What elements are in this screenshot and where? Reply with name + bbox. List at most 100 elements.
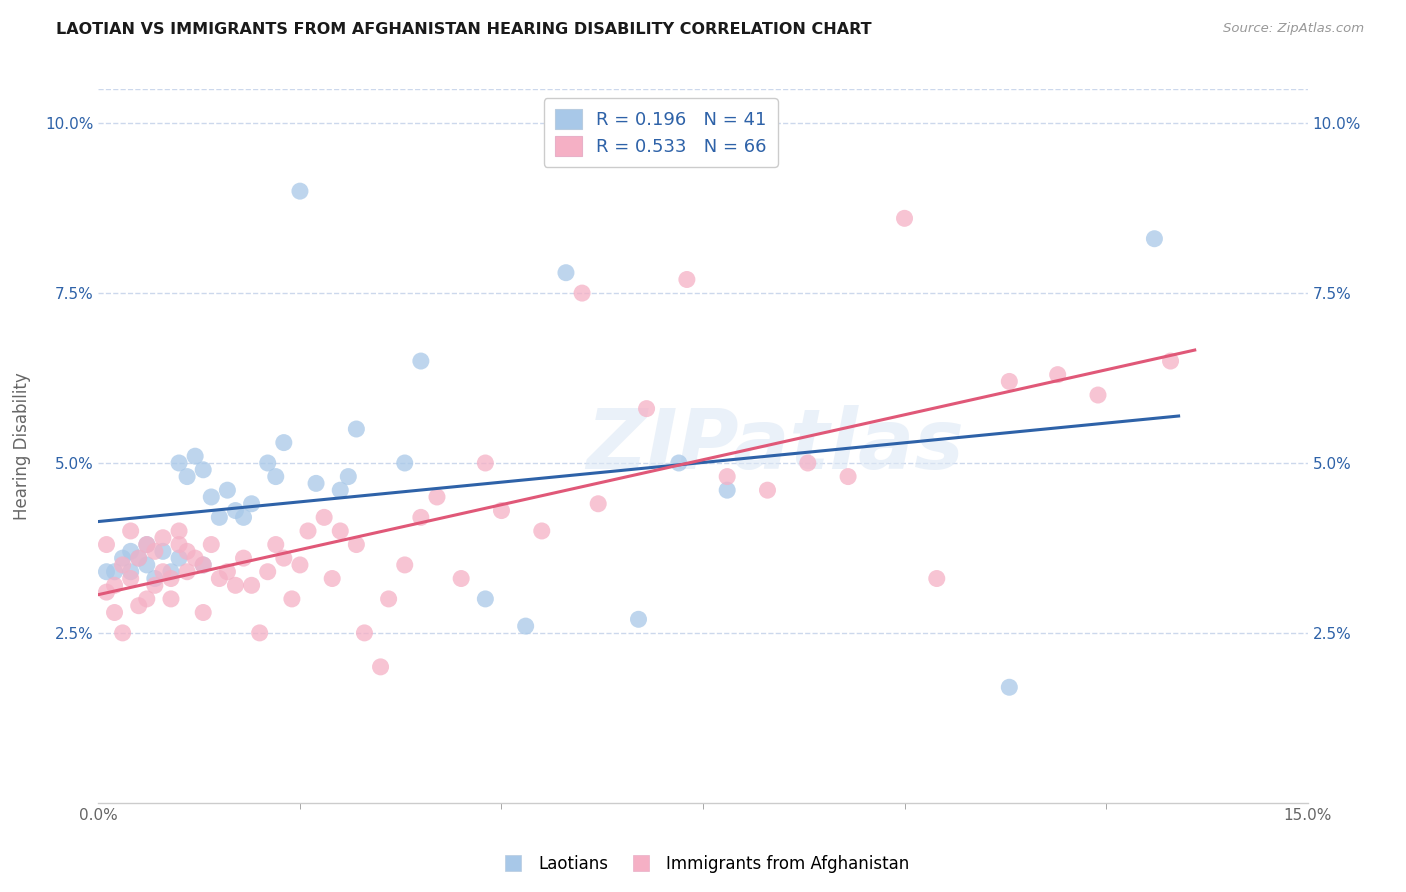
Point <box>273 551 295 566</box>
Point <box>111 626 134 640</box>
Point <box>232 510 254 524</box>
Point <box>135 591 157 606</box>
Point <box>184 551 207 566</box>
Point <box>176 469 198 483</box>
Point <box>337 469 360 483</box>
Point <box>756 483 779 498</box>
Point <box>998 375 1021 389</box>
Point <box>152 565 174 579</box>
Point <box>314 510 336 524</box>
Point <box>193 606 215 620</box>
Point <box>998 680 1021 694</box>
Point <box>474 591 496 606</box>
Point <box>120 544 142 558</box>
Point <box>474 456 496 470</box>
Point <box>515 619 537 633</box>
Point <box>120 524 142 538</box>
Point <box>193 558 215 572</box>
Point <box>184 449 207 463</box>
Point <box>152 531 174 545</box>
Point <box>111 551 134 566</box>
Point <box>135 558 157 572</box>
Point <box>288 184 311 198</box>
Point <box>321 572 343 586</box>
Point <box>143 544 166 558</box>
Point <box>305 476 328 491</box>
Point <box>281 591 304 606</box>
Point <box>208 572 231 586</box>
Point <box>491 503 513 517</box>
Point <box>1046 368 1069 382</box>
Point <box>200 490 222 504</box>
Point <box>128 599 150 613</box>
Text: ZIPatlas: ZIPatlas <box>586 406 965 486</box>
Point <box>329 483 352 498</box>
Point <box>273 435 295 450</box>
Point <box>160 565 183 579</box>
Point <box>120 565 142 579</box>
Point <box>636 401 658 416</box>
Y-axis label: Hearing Disability: Hearing Disability <box>13 372 31 520</box>
Point <box>676 272 699 286</box>
Point <box>152 544 174 558</box>
Legend: R = 0.196   N = 41, R = 0.533   N = 66: R = 0.196 N = 41, R = 0.533 N = 66 <box>544 98 778 167</box>
Point <box>96 537 118 551</box>
Point <box>797 456 820 470</box>
Point <box>586 497 609 511</box>
Point <box>1143 232 1166 246</box>
Point <box>120 572 142 586</box>
Point <box>925 572 948 586</box>
Point <box>224 503 246 517</box>
Point <box>716 483 738 498</box>
Point <box>135 537 157 551</box>
Point <box>176 544 198 558</box>
Point <box>111 558 134 572</box>
Point <box>329 524 352 538</box>
Point <box>208 510 231 524</box>
Point <box>297 524 319 538</box>
Point <box>344 537 367 551</box>
Point <box>893 211 915 226</box>
Point <box>256 456 278 470</box>
Point <box>370 660 392 674</box>
Point <box>167 524 190 538</box>
Point <box>224 578 246 592</box>
Point <box>217 565 239 579</box>
Point <box>96 565 118 579</box>
Point <box>377 591 399 606</box>
Point <box>128 551 150 566</box>
Point <box>103 578 125 592</box>
Point <box>193 558 215 572</box>
Point <box>353 626 375 640</box>
Point <box>160 591 183 606</box>
Point <box>193 463 215 477</box>
Point <box>716 469 738 483</box>
Point <box>555 266 578 280</box>
Point <box>1087 388 1109 402</box>
Legend: Laotians, Immigrants from Afghanistan: Laotians, Immigrants from Afghanistan <box>489 848 917 880</box>
Point <box>232 551 254 566</box>
Point <box>264 537 287 551</box>
Text: Source: ZipAtlas.com: Source: ZipAtlas.com <box>1223 22 1364 36</box>
Point <box>143 572 166 586</box>
Point <box>837 469 859 483</box>
Point <box>394 456 416 470</box>
Point <box>176 565 198 579</box>
Point <box>217 483 239 498</box>
Point <box>167 551 190 566</box>
Point <box>394 558 416 572</box>
Point <box>135 537 157 551</box>
Point <box>96 585 118 599</box>
Text: LAOTIAN VS IMMIGRANTS FROM AFGHANISTAN HEARING DISABILITY CORRELATION CHART: LAOTIAN VS IMMIGRANTS FROM AFGHANISTAN H… <box>56 22 872 37</box>
Point <box>143 578 166 592</box>
Point <box>571 286 593 301</box>
Point <box>240 497 263 511</box>
Point <box>288 558 311 572</box>
Point <box>530 524 553 538</box>
Point <box>167 537 190 551</box>
Point <box>668 456 690 470</box>
Point <box>200 537 222 551</box>
Point <box>450 572 472 586</box>
Point <box>264 469 287 483</box>
Point <box>167 456 190 470</box>
